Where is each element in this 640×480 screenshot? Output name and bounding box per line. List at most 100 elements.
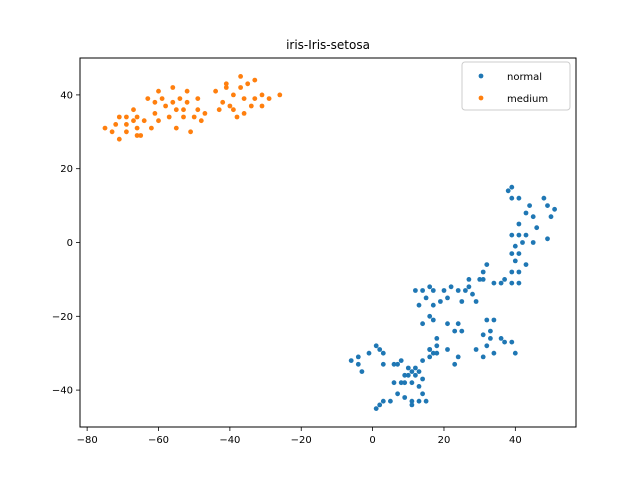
point-medium-44 <box>241 96 247 101</box>
point-medium-47 <box>248 103 254 109</box>
chart-title: iris-Iris-setosa <box>286 38 370 52</box>
legend-box <box>461 61 571 111</box>
legend-marker-normal <box>478 73 484 79</box>
point-normal-86 <box>377 347 383 352</box>
x-tick-label: −20 <box>291 435 312 446</box>
point-normal-118 <box>405 372 411 378</box>
point-medium-43 <box>238 85 244 90</box>
point-normal-32 <box>484 262 490 267</box>
point-normal-104 <box>416 398 422 404</box>
point-medium-40 <box>231 92 236 98</box>
point-normal-97 <box>388 398 393 404</box>
point-medium-52 <box>266 96 272 101</box>
point-normal-0 <box>505 188 511 194</box>
point-medium-2 <box>113 122 119 127</box>
point-normal-96 <box>395 391 400 397</box>
point-medium-31 <box>195 107 201 113</box>
point-normal-98 <box>380 398 386 404</box>
point-normal-103 <box>409 402 415 408</box>
point-normal-24 <box>509 269 515 275</box>
point-normal-114 <box>427 347 433 352</box>
x-tick-label: 0 <box>369 435 375 446</box>
point-normal-76 <box>445 295 450 301</box>
point-normal-35 <box>466 277 472 282</box>
point-normal-71 <box>512 350 518 356</box>
point-normal-81 <box>355 354 361 360</box>
points-layer <box>102 74 557 411</box>
point-medium-15 <box>152 99 158 105</box>
point-normal-25 <box>516 269 522 275</box>
point-normal-119 <box>402 380 408 386</box>
point-normal-94 <box>398 380 404 386</box>
point-normal-16 <box>509 232 515 238</box>
point-medium-22 <box>173 107 179 113</box>
point-medium-36 <box>216 107 222 113</box>
point-normal-42 <box>427 284 433 290</box>
point-normal-108 <box>420 376 425 382</box>
point-normal-67 <box>491 317 497 323</box>
point-normal-11 <box>516 221 522 227</box>
point-normal-30 <box>491 280 497 286</box>
point-medium-57 <box>145 96 151 101</box>
point-normal-79 <box>470 291 475 297</box>
point-medium-10 <box>134 114 140 120</box>
point-normal-40 <box>413 288 418 293</box>
point-medium-1 <box>109 129 115 135</box>
point-normal-63 <box>484 343 490 349</box>
point-medium-41 <box>231 107 236 113</box>
point-medium-8 <box>134 133 140 138</box>
point-medium-20 <box>170 85 176 90</box>
point-normal-9 <box>530 214 536 220</box>
point-medium-28 <box>184 99 190 105</box>
point-normal-85 <box>373 343 379 349</box>
point-medium-6 <box>124 114 129 120</box>
point-normal-49 <box>420 321 425 327</box>
point-normal-14 <box>530 240 536 245</box>
point-normal-90 <box>395 361 400 367</box>
point-normal-72 <box>491 350 497 356</box>
point-normal-13 <box>534 225 540 231</box>
point-normal-102 <box>409 398 415 404</box>
point-medium-39 <box>227 103 233 109</box>
point-medium-56 <box>116 114 122 120</box>
point-normal-36 <box>466 284 472 290</box>
point-normal-43 <box>423 295 429 301</box>
point-normal-111 <box>416 369 422 374</box>
point-normal-106 <box>420 391 425 397</box>
point-normal-113 <box>427 354 433 360</box>
point-normal-17 <box>516 232 522 238</box>
point-normal-93 <box>402 372 408 378</box>
point-medium-4 <box>124 129 129 135</box>
point-normal-59 <box>455 354 461 360</box>
point-medium-12 <box>141 118 147 124</box>
point-normal-52 <box>452 328 458 334</box>
point-normal-87 <box>380 350 386 356</box>
point-normal-10 <box>523 210 529 216</box>
point-medium-25 <box>181 107 186 113</box>
point-normal-38 <box>448 284 454 290</box>
point-normal-105 <box>423 398 429 404</box>
point-normal-117 <box>413 372 418 378</box>
point-normal-92 <box>405 365 411 371</box>
point-normal-75 <box>459 299 465 304</box>
point-normal-26 <box>509 280 515 286</box>
point-medium-49 <box>252 77 258 83</box>
point-normal-57 <box>434 350 440 356</box>
point-medium-30 <box>191 114 197 120</box>
point-normal-45 <box>416 302 422 308</box>
point-medium-53 <box>277 92 283 98</box>
point-medium-48 <box>252 96 258 101</box>
point-medium-24 <box>177 96 183 101</box>
legend: normal medium <box>461 61 571 111</box>
point-normal-3 <box>516 195 522 201</box>
point-normal-39 <box>441 288 447 293</box>
point-medium-50 <box>259 103 265 109</box>
point-medium-51 <box>259 92 265 98</box>
point-normal-65 <box>488 328 493 334</box>
point-normal-54 <box>434 336 440 341</box>
point-normal-7 <box>552 206 557 212</box>
x-tick-label: −60 <box>148 435 169 446</box>
y-tick-label: 40 <box>60 90 73 101</box>
